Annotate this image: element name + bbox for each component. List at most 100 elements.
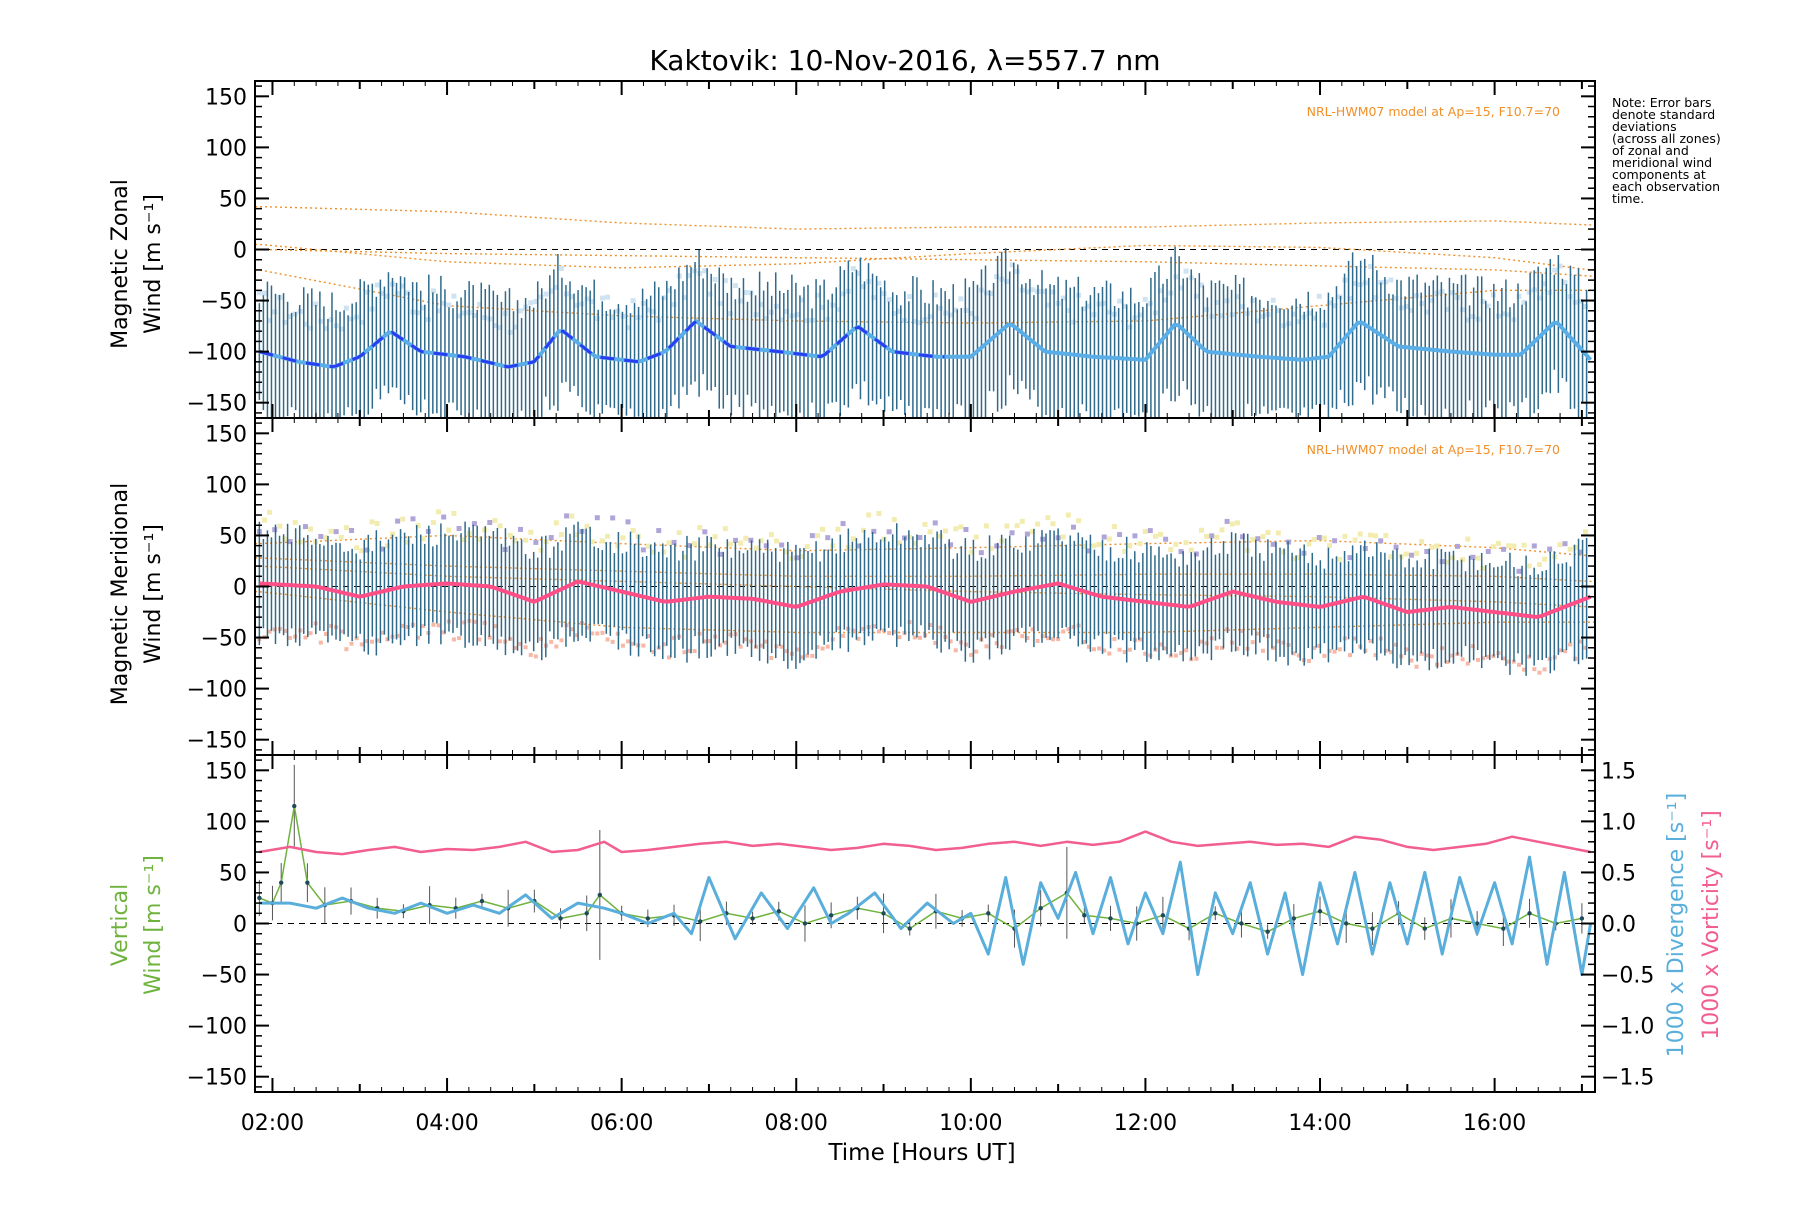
zone-marker bbox=[682, 650, 687, 655]
zone-marker bbox=[1321, 535, 1327, 541]
zone-marker bbox=[646, 634, 651, 639]
vertical-wind-point bbox=[584, 911, 589, 916]
y-tick-label: 50 bbox=[219, 861, 247, 886]
zone-marker bbox=[1480, 299, 1486, 305]
zone-marker bbox=[928, 622, 933, 627]
zone-marker bbox=[1137, 541, 1143, 547]
zone-marker bbox=[1234, 520, 1240, 526]
zone-marker bbox=[1388, 554, 1394, 560]
zone-marker bbox=[1260, 313, 1266, 319]
vertical-wind-point bbox=[1265, 929, 1270, 934]
x-tick-label: 10:00 bbox=[939, 1111, 1002, 1136]
zone-marker bbox=[405, 624, 410, 629]
zone-marker bbox=[272, 527, 278, 533]
zone-marker bbox=[1102, 648, 1107, 653]
zone-marker bbox=[661, 549, 667, 555]
vertical-wind-point bbox=[1213, 911, 1218, 916]
zone-marker bbox=[1199, 639, 1204, 644]
zonal-ylabel-2: Wind [m s⁻¹] bbox=[141, 194, 166, 334]
zone-marker bbox=[1327, 300, 1333, 306]
zone-marker bbox=[1291, 556, 1297, 562]
zone-marker bbox=[395, 291, 401, 297]
zone-marker bbox=[1342, 533, 1348, 539]
y2-tick-label: 0.0 bbox=[1601, 913, 1636, 938]
zone-marker bbox=[989, 632, 994, 637]
zone-marker bbox=[569, 627, 574, 632]
zone-marker bbox=[1547, 546, 1553, 552]
zone-marker bbox=[794, 647, 799, 652]
zone-marker bbox=[620, 535, 626, 541]
zone-marker bbox=[287, 314, 293, 320]
zone-marker bbox=[1490, 544, 1496, 550]
zone-marker bbox=[1050, 289, 1056, 295]
zone-marker bbox=[364, 639, 369, 644]
zone-marker bbox=[933, 640, 938, 645]
zone-marker bbox=[359, 319, 365, 325]
zone-marker bbox=[585, 625, 590, 630]
zone-marker bbox=[1024, 289, 1030, 295]
zone-marker bbox=[1265, 529, 1271, 535]
zone-marker bbox=[825, 644, 830, 649]
zone-marker bbox=[1506, 659, 1511, 664]
meridional-model-label: NRL-HWM07 model at Ap=15, F10.7=70 bbox=[1307, 442, 1560, 457]
zone-marker bbox=[292, 519, 298, 525]
zone-marker bbox=[1511, 659, 1516, 664]
zone-marker bbox=[288, 635, 293, 640]
zone-marker bbox=[896, 308, 902, 314]
zone-marker bbox=[1465, 317, 1471, 323]
zone-marker bbox=[814, 533, 820, 539]
zone-marker bbox=[1568, 642, 1573, 647]
zone-marker bbox=[1101, 300, 1107, 306]
zone-marker bbox=[1270, 541, 1276, 547]
zone-marker bbox=[779, 317, 785, 323]
zone-marker bbox=[769, 656, 774, 661]
zone-marker bbox=[1317, 643, 1322, 648]
zone-marker bbox=[595, 631, 600, 636]
zone-marker bbox=[953, 526, 959, 532]
zone-marker bbox=[814, 292, 820, 298]
zone-marker bbox=[395, 633, 400, 638]
zone-marker bbox=[1086, 303, 1092, 309]
zone-marker bbox=[302, 524, 308, 530]
zone-marker bbox=[323, 326, 329, 332]
y-tick-label: −100 bbox=[187, 1015, 247, 1040]
zone-marker bbox=[810, 653, 815, 658]
zone-marker bbox=[569, 513, 575, 519]
zone-marker bbox=[743, 290, 749, 296]
zone-marker bbox=[799, 297, 805, 303]
note-line: time. bbox=[1612, 191, 1644, 206]
zone-marker bbox=[1081, 306, 1087, 312]
zone-marker bbox=[984, 644, 989, 649]
vertical-wind-point bbox=[828, 913, 834, 918]
zone-marker bbox=[1234, 294, 1240, 300]
note-line: each observation bbox=[1612, 179, 1720, 194]
zone-marker bbox=[1152, 533, 1158, 539]
y-tick-label: −100 bbox=[187, 678, 247, 703]
zone-marker bbox=[1347, 296, 1353, 302]
zone-marker bbox=[733, 283, 739, 289]
zone-marker bbox=[871, 624, 876, 629]
model-curve bbox=[255, 205, 1595, 230]
zone-marker bbox=[630, 298, 636, 304]
zone-marker bbox=[1322, 653, 1327, 658]
zone-marker bbox=[1091, 543, 1097, 549]
zone-marker bbox=[380, 630, 385, 635]
zone-marker bbox=[497, 523, 503, 529]
zone-marker bbox=[887, 631, 892, 636]
zone-marker bbox=[866, 512, 872, 518]
zone-marker bbox=[1506, 543, 1512, 549]
zone-marker bbox=[574, 633, 579, 638]
vertical-wind-point bbox=[1422, 926, 1427, 931]
zone-marker bbox=[1101, 534, 1107, 540]
zone-marker bbox=[1040, 289, 1046, 295]
y-tick-label: 150 bbox=[205, 759, 247, 784]
vertical-wind-point bbox=[257, 895, 262, 901]
zone-marker bbox=[763, 316, 769, 322]
zone-marker bbox=[553, 520, 559, 526]
zone-marker bbox=[876, 280, 882, 286]
zone-marker bbox=[436, 623, 441, 628]
zone-marker bbox=[1004, 523, 1010, 529]
zone-marker bbox=[1460, 557, 1466, 563]
zone-marker bbox=[1076, 518, 1082, 524]
zone-marker bbox=[1219, 527, 1225, 533]
